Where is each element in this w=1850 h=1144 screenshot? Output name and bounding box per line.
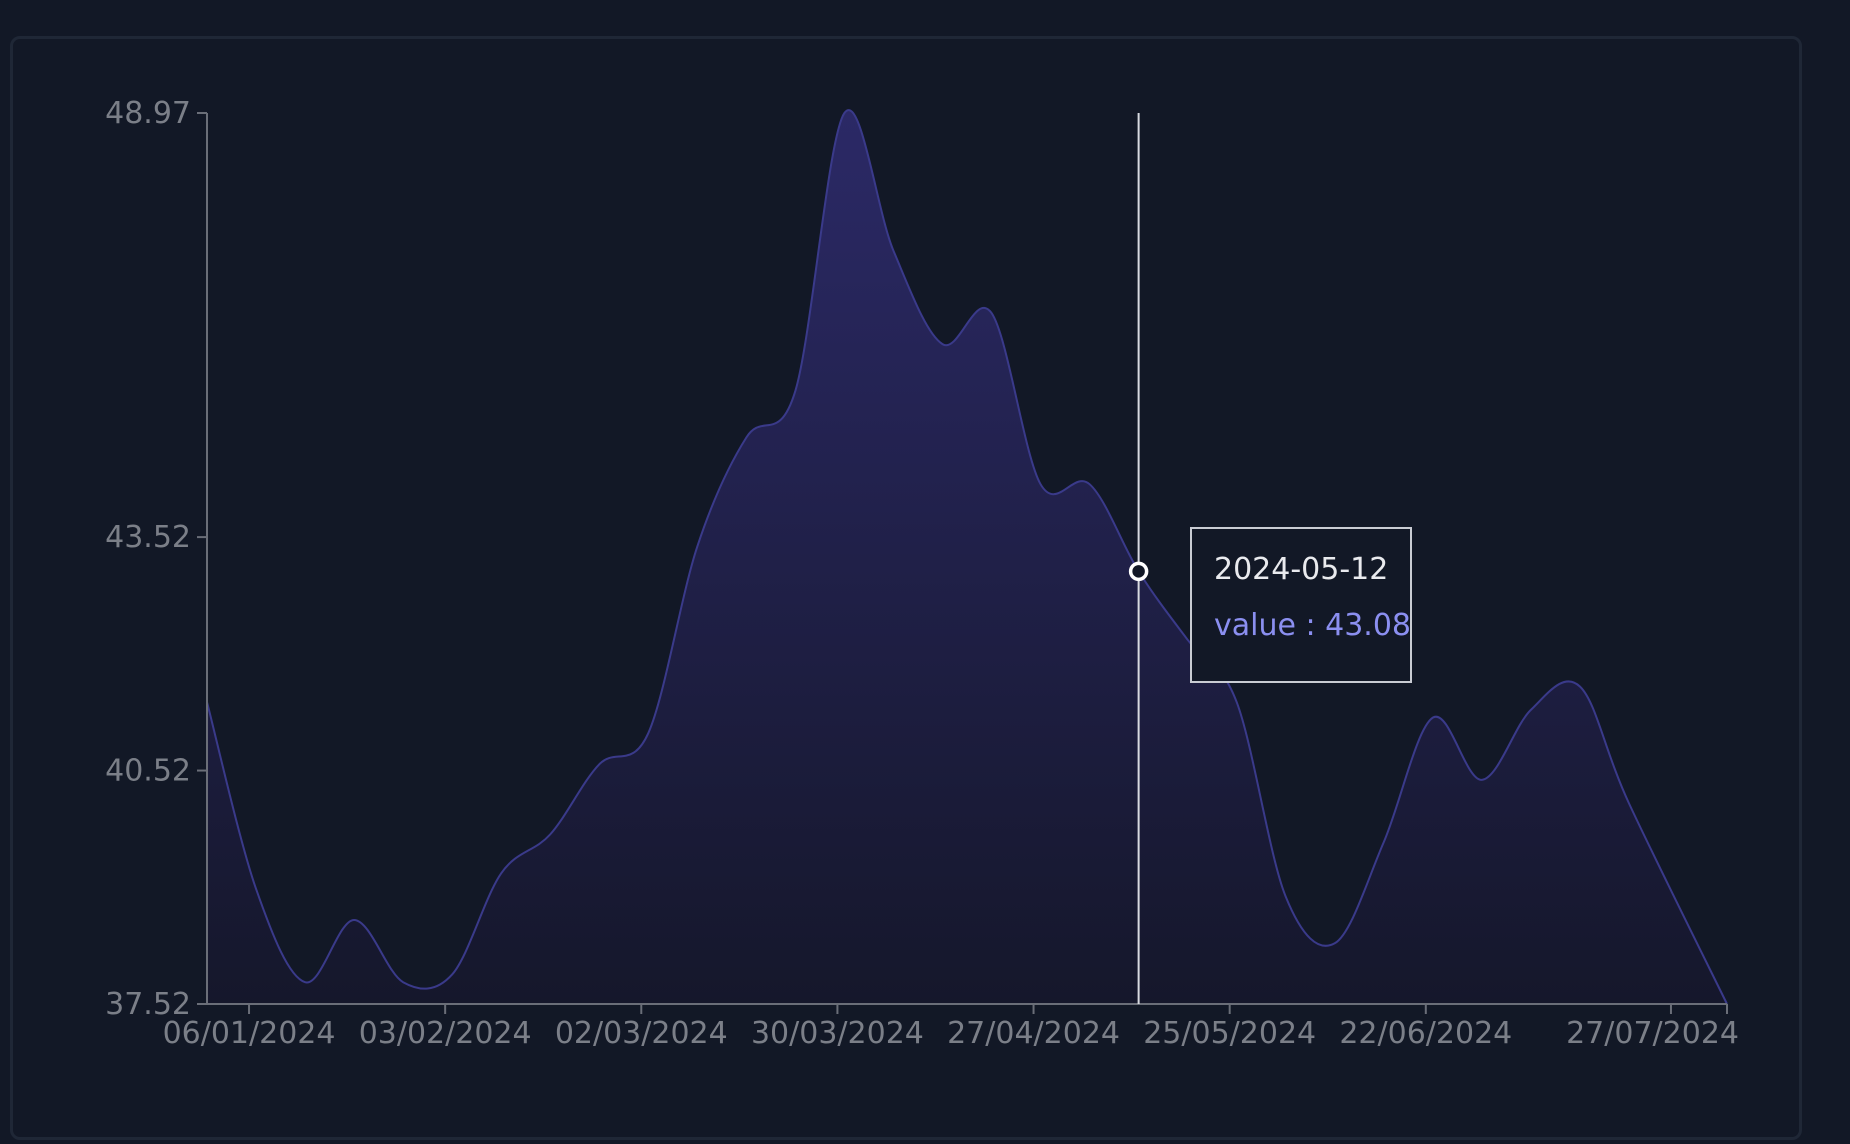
data-point-2024-07-14[interactable]	[1577, 684, 1583, 690]
data-point-2024-02-11[interactable]	[498, 870, 504, 876]
data-point-2024-02-04[interactable]	[449, 971, 455, 977]
x-tick-label-2024-04-27: 27/04/2024	[947, 1016, 1120, 1051]
tooltip-date: 2024-05-12	[1214, 552, 1389, 587]
data-point-2024-04-28[interactable]	[1038, 481, 1044, 487]
x-tick-label-2024-01-06: 06/01/2024	[163, 1016, 336, 1051]
hover-point[interactable]	[1128, 561, 1149, 582]
tooltip: 2024-05-12 value : 43.08	[1190, 527, 1412, 683]
y-tick-label-43.52: 43.52	[105, 520, 191, 555]
area-fill	[207, 110, 1727, 1004]
y-tick-label-40.52: 40.52	[105, 754, 191, 789]
data-point-2024-01-14[interactable]	[302, 979, 308, 985]
data-point-2024-04-07[interactable]	[890, 248, 896, 254]
data-point-2024-04-21[interactable]	[989, 310, 995, 316]
data-point-2024-03-31[interactable]	[841, 110, 847, 116]
x-tick-label-2024-03-30: 30/03/2024	[751, 1016, 924, 1051]
data-point-2024-01-07[interactable]	[253, 886, 259, 892]
data-point-2024-07-21[interactable]	[1626, 800, 1632, 806]
data-point-2024-04-14[interactable]	[939, 341, 945, 347]
data-point-2024-03-03[interactable]	[645, 730, 651, 736]
data-point-2024-03-17[interactable]	[743, 434, 749, 440]
data-point-2024-06-16[interactable]	[1381, 839, 1387, 845]
data-point-2024-06-09[interactable]	[1332, 940, 1338, 946]
x-tick-label-2024-07-27: 27/07/2024	[1566, 1016, 1739, 1051]
x-tick-label-2024-02-03: 03/02/2024	[359, 1016, 532, 1051]
tooltip-value: value : 43.08	[1214, 608, 1412, 643]
data-point-2024-07-07[interactable]	[1528, 707, 1534, 713]
data-point-2024-01-28[interactable]	[400, 979, 406, 985]
data-point-2024-06-02[interactable]	[1283, 894, 1289, 900]
y-tick-label-48.97: 48.97	[105, 96, 191, 131]
x-tick-label-2024-03-02: 02/03/2024	[555, 1016, 728, 1051]
x-tick-label-2024-06-22: 22/06/2024	[1339, 1016, 1512, 1051]
data-point-2024-02-25[interactable]	[596, 761, 602, 767]
data-point-2024-05-05[interactable]	[1087, 481, 1093, 487]
data-point-2024-03-10[interactable]	[694, 543, 700, 549]
data-point-2024-01-21[interactable]	[351, 917, 357, 923]
data-point-2024-02-18[interactable]	[547, 831, 553, 837]
data-point-2024-06-23[interactable]	[1430, 715, 1436, 721]
series-line	[206, 109, 1728, 1005]
data-point-2024-03-24[interactable]	[792, 388, 798, 394]
y-tick-label-37.52: 37.52	[105, 987, 191, 1022]
x-tick-label-2024-05-25: 25/05/2024	[1143, 1016, 1316, 1051]
data-point-2024-05-26[interactable]	[1234, 699, 1240, 705]
data-point-2024-06-30[interactable]	[1479, 777, 1485, 783]
